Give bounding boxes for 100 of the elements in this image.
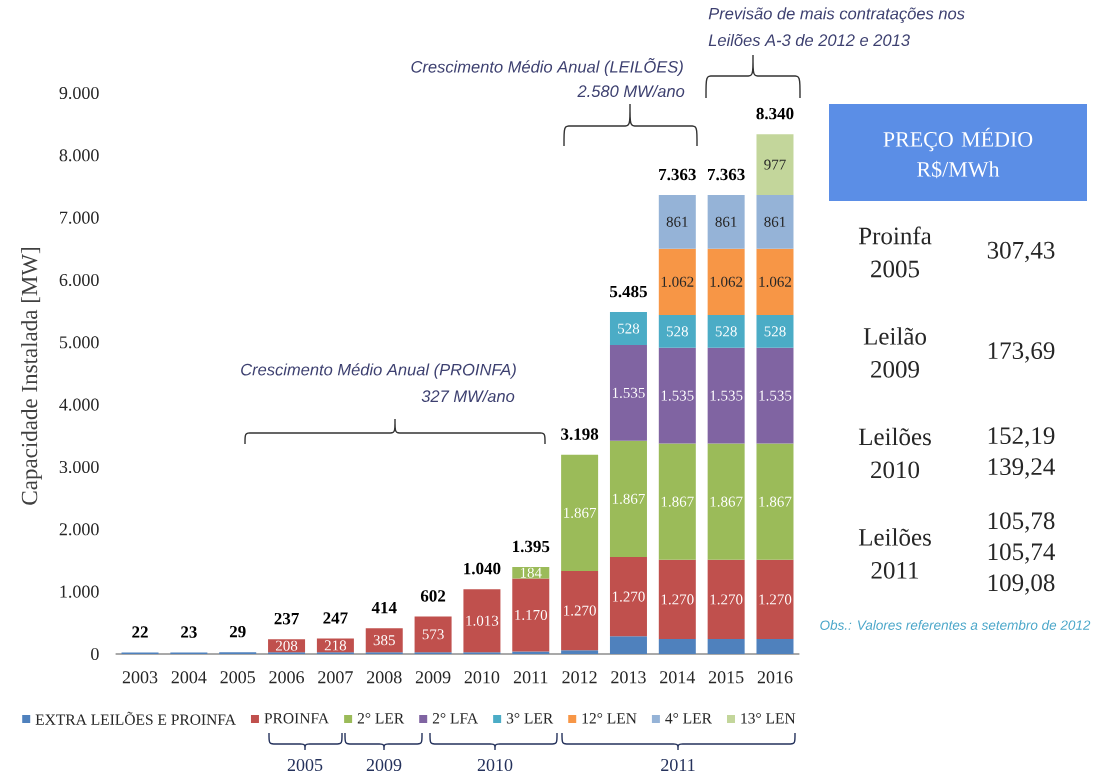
text: Obs.: Valores referentes a setembro de 2012: [820, 620, 1091, 630]
legend-label: 12° LEN: [582, 713, 637, 724]
data-label: 861: [666, 216, 688, 227]
text: 2010: [477, 758, 513, 772]
text: Leilão 2009: [863, 327, 926, 378]
text: 105,78 105,74 109,08: [988, 512, 1055, 595]
total-label: 5.485: [610, 285, 647, 298]
x-tick-label: 2014: [660, 671, 696, 684]
y-tick-label: 8.000: [59, 149, 99, 162]
y-tick-label: 1.000: [60, 585, 99, 598]
bar: [707, 639, 745, 654]
data-label: 1.867: [564, 507, 597, 518]
x-tick-label: 2009: [415, 671, 451, 684]
data-label: 1.867: [612, 493, 645, 504]
bar: [707, 248, 745, 315]
bar: [561, 571, 599, 651]
total-label: 7.363: [659, 168, 696, 181]
data-label: 528: [715, 326, 737, 337]
total-label: 3.198: [561, 428, 599, 440]
data-label: 1.270: [661, 594, 694, 605]
data-label: 528: [666, 326, 688, 337]
total-label: 8.340: [756, 107, 794, 120]
text: Leilões 2011: [858, 528, 931, 579]
total-label: 1.040: [464, 562, 501, 575]
text: Leilões 2010: [858, 427, 931, 479]
bar: [414, 616, 452, 653]
data-label: 1.062: [710, 276, 743, 287]
data-label: 1.867: [661, 496, 694, 507]
data-label: 861: [764, 216, 786, 227]
total-label: 414: [371, 601, 397, 614]
x-tick-label: 2004: [171, 671, 207, 684]
bar: [707, 443, 745, 560]
total-label: 7.363: [707, 168, 745, 181]
bar: [756, 195, 794, 249]
data-label: 208: [275, 640, 298, 651]
bar: [707, 347, 745, 444]
y-tick-label: 3.000: [59, 460, 99, 474]
bar: [756, 559, 794, 640]
y-tick-label: 6.000: [59, 273, 99, 287]
bar: [756, 314, 794, 348]
total-label: 29: [229, 625, 246, 638]
bar: [658, 248, 696, 315]
text: PREÇO MÉDIO R$/MWh: [883, 127, 1033, 179]
annotation: 2.580 MW/ano: [577, 84, 685, 98]
data-label: 528: [618, 323, 640, 334]
y-tick-label: 2.000: [59, 523, 99, 536]
x-tick-label: 2007: [318, 671, 353, 684]
total-label: 23: [181, 626, 197, 638]
bar: [609, 345, 647, 441]
data-label: 1.062: [661, 276, 694, 287]
bar: [707, 559, 745, 640]
total-label: 22: [132, 626, 148, 638]
bar: [512, 651, 550, 654]
bar: [658, 443, 696, 560]
data-label: 1.062: [759, 276, 792, 287]
annotation: Crescimento Médio Anual (PROINFA): [241, 363, 516, 379]
data-label: 1.867: [710, 496, 743, 507]
legend-label: 2° LER: [357, 713, 405, 724]
x-tick-label: 2011: [513, 671, 548, 684]
text: 307,43: [987, 241, 1055, 263]
bar: [609, 557, 647, 637]
y-tick-label: 9.000: [59, 86, 99, 100]
total-label: 247: [323, 612, 348, 624]
legend-label: 2° LFA: [432, 713, 479, 724]
bar: [658, 559, 696, 640]
text: 152,19 139,24: [988, 427, 1055, 479]
bar: [756, 248, 794, 315]
annotation: 327 MW/ano: [421, 389, 515, 403]
total-label: 602: [420, 590, 446, 602]
bar: [707, 195, 745, 249]
legend-label: 4° LER: [665, 713, 712, 724]
data-label: 1.535: [759, 390, 792, 401]
data-label: 385: [373, 635, 395, 646]
text: Previsão de mais contratações nos: [708, 7, 965, 23]
data-label: 861: [715, 216, 737, 227]
bar: [463, 589, 501, 653]
bar: [756, 347, 794, 444]
data-label: 1.270: [759, 594, 792, 605]
y-tick-label: 5.000: [59, 336, 99, 349]
bar: [658, 639, 696, 654]
text: 173,69: [988, 342, 1055, 363]
bar: [561, 454, 599, 572]
data-label: 218: [324, 640, 347, 651]
data-label: 1.270: [564, 605, 596, 616]
x-tick-label: 2006: [269, 671, 305, 684]
data-label: 184: [520, 567, 542, 578]
legend-label: EXTRA LEILÕES E PROINFA: [35, 711, 236, 725]
legend-label: 3° LER: [506, 713, 554, 724]
bar: [756, 443, 794, 560]
x-tick-label: 2003: [122, 671, 158, 684]
bar: [756, 639, 794, 654]
bar: [756, 134, 794, 196]
text: Proinfa 2005: [858, 226, 932, 278]
x-tick-label: 2013: [611, 671, 646, 684]
text: 2005: [287, 758, 323, 772]
x-tick-label: 2015: [708, 671, 744, 684]
bar: [658, 347, 696, 444]
data-label: 573: [422, 629, 444, 640]
bar: [658, 195, 696, 249]
y-axis-title: Capacidade Instalada [MW]: [21, 248, 42, 505]
